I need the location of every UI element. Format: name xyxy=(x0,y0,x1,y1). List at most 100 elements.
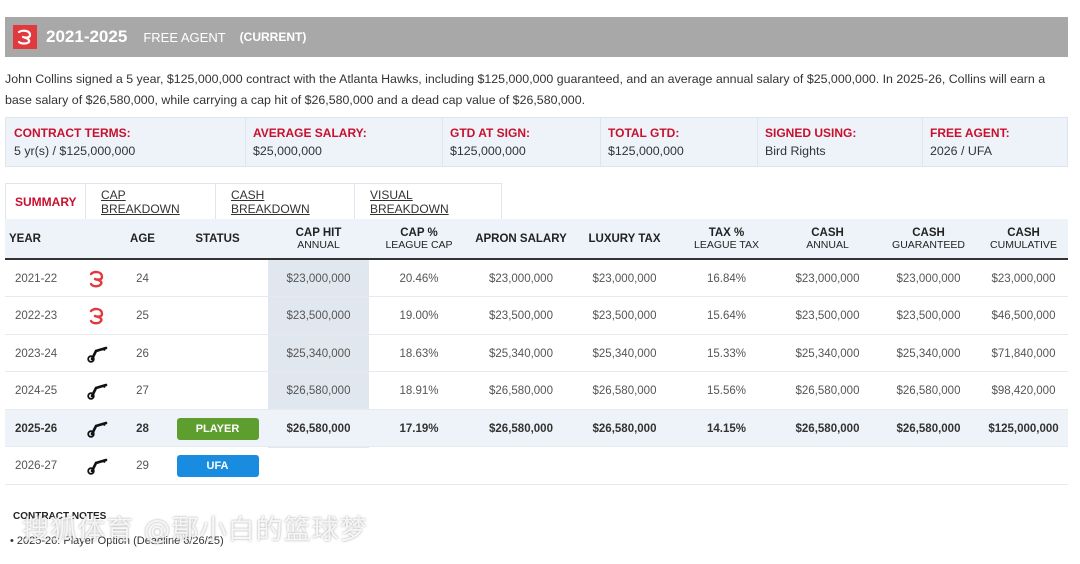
status-cell: UFA xyxy=(175,448,260,485)
tab-cash-breakdown[interactable]: CASH BREAKDOWN xyxy=(216,183,355,220)
column-header-label: APRON SALARY xyxy=(475,232,567,245)
lux-tax-cell: $23,000,000 xyxy=(592,272,657,285)
term-value: $25,000,000 xyxy=(253,144,322,158)
year-cell: 2021-22 xyxy=(15,272,58,285)
cash-gtd-cell: $25,340,000 xyxy=(896,347,961,360)
column-header: LUXURY TAX xyxy=(573,219,676,258)
term-label: AVERAGE SALARY: xyxy=(253,126,367,140)
cap-hit-cell: $26,580,000 xyxy=(286,422,351,435)
table-row: 2026-27 29 UFA xyxy=(5,448,1068,485)
column-header-label: CAP HIT xyxy=(295,226,342,239)
cap-hit-cell: $23,500,000 xyxy=(286,310,351,322)
jazz-icon xyxy=(87,383,108,400)
column-header-label: CAP % xyxy=(400,226,438,239)
year-cell: 2024-25 xyxy=(15,385,58,397)
cash-gtd-cell: $26,580,000 xyxy=(896,385,961,397)
hawks-icon xyxy=(77,298,117,335)
column-header-label: CASH xyxy=(811,226,844,239)
table-row: 2021-22 24 $23,000,000 20.46% $23,000,000 $23… xyxy=(5,260,1068,297)
apron-cell: $25,340,000 xyxy=(489,347,553,360)
age-cell: 27 xyxy=(136,385,149,397)
term-label: TOTAL GTD: xyxy=(608,126,680,140)
hawks-icon xyxy=(89,307,104,325)
table-header-row xyxy=(5,219,1068,260)
column-header-sublabel: ANNUAL xyxy=(806,238,849,251)
cash-cum-cell: $71,840,000 xyxy=(991,347,1056,360)
lux-tax-cell: $25,340,000 xyxy=(592,347,657,360)
tax-pct-cell: 15.56% xyxy=(706,385,746,397)
tax-pct-cell: 15.33% xyxy=(706,347,746,360)
watermark: 搜狐体育 @鄢小白的篮球梦 xyxy=(22,515,368,546)
column-header-label: LUXURY TAX xyxy=(588,232,661,245)
column-header: AGE xyxy=(115,219,170,258)
tax-pct-cell: 15.64% xyxy=(706,310,746,322)
column-header: CAP HIT ANNUAL xyxy=(268,219,369,258)
contract-terms-panel: CONTRACT TERMS: 5 yr(s) / $125,000,000 A… xyxy=(5,117,1068,167)
table-row: 2023-24 26 $25,340,000 18.63% $25,340,000 $25… xyxy=(5,335,1068,372)
lux-tax-cell xyxy=(573,448,676,485)
jazz-icon xyxy=(77,410,117,447)
term-value: 5 yr(s) / $125,000,000 xyxy=(14,144,136,158)
lux-tax-cell: $23,500,000 xyxy=(592,310,657,322)
column-header-sublabel: LEAGUE CAP xyxy=(385,238,453,251)
column-header: STATUS xyxy=(175,219,260,258)
jazz-icon xyxy=(87,458,108,475)
divider xyxy=(600,118,601,166)
column-header: TAX % LEAGUE TAX xyxy=(676,219,777,258)
term-label: CONTRACT TERMS: xyxy=(14,126,131,140)
age-cell: 24 xyxy=(136,272,149,285)
age-cell: 25 xyxy=(136,310,149,322)
jazz-icon xyxy=(77,373,117,410)
cash-gtd-cell: $23,000,000 xyxy=(896,272,961,285)
status-cell xyxy=(175,335,260,372)
hawks-icon xyxy=(77,260,117,297)
status-cell xyxy=(175,373,260,410)
cash-gtd-cell: $26,580,000 xyxy=(896,422,961,435)
apron-cell: $23,500,000 xyxy=(489,310,553,322)
tab-summary[interactable]: SUMMARY xyxy=(5,183,86,220)
jazz-icon xyxy=(77,448,117,485)
hawks-icon xyxy=(89,270,104,287)
column-header-label: CASH xyxy=(912,226,945,239)
term-gtd-at-sign: GTD AT SIGN: $125,000,000 xyxy=(450,126,530,158)
cash-gtd-cell xyxy=(878,448,979,485)
term-value: 2026 / UFA xyxy=(930,144,992,158)
divider xyxy=(922,118,923,166)
breakdown-tabs: SUMMARY CAP BREAKDOWN CASH BREAKDOWN VIS… xyxy=(5,183,502,220)
term-value: Bird Rights xyxy=(765,144,826,158)
contract-notes-item: • 2025-26: Player Option (Deadline 6/26/… xyxy=(10,535,224,547)
apron-cell: $23,000,000 xyxy=(489,272,553,285)
contract-notes-title: CONTRACT NOTES xyxy=(13,511,107,522)
cash-annual-cell: $26,580,000 xyxy=(795,422,860,435)
lux-tax-cell: $26,580,000 xyxy=(592,385,657,397)
divider xyxy=(442,118,443,166)
column-header-label: TAX % xyxy=(708,226,745,239)
jazz-icon xyxy=(87,346,108,363)
status-badge: PLAYER xyxy=(176,417,259,440)
cap-hit-cell: $23,000,000 xyxy=(286,272,351,285)
contract-header-bar: 2021-2025 FREE AGENT (CURRENT) xyxy=(5,17,1068,57)
tab-visual-breakdown[interactable]: VISUAL BREAKDOWN xyxy=(355,183,502,220)
notes-item-text: 2025-26: Player Option (Deadline 6/26/25… xyxy=(16,535,224,547)
divider xyxy=(757,118,758,166)
year-cell: 2026-27 xyxy=(15,460,58,472)
contract-description: John Collins signed a 5 year, $125,000,0… xyxy=(5,72,1046,107)
status-cell: PLAYER xyxy=(175,410,260,447)
cash-annual-cell: $23,000,000 xyxy=(795,272,860,285)
table-row: 2025-26 28 PLAYER $26,580,000 17.19% $26,580,… xyxy=(5,410,1068,447)
cash-annual-cell: $23,500,000 xyxy=(795,310,860,322)
term-contract: CONTRACT TERMS: 5 yr(s) / $125,000,000 xyxy=(14,126,135,158)
term-signed-using: SIGNED USING: Bird Rights xyxy=(765,126,856,158)
tax-pct-cell xyxy=(676,448,777,485)
cash-cum-cell xyxy=(979,448,1068,485)
jazz-icon xyxy=(77,335,117,372)
tab-cap-breakdown[interactable]: CAP BREAKDOWN xyxy=(86,183,216,220)
cap-hit-cell: $26,580,000 xyxy=(286,385,351,397)
term-free-agent: FREE AGENT: 2026 / UFA xyxy=(930,126,1010,158)
column-header-sublabel: GUARANTEED xyxy=(892,238,965,251)
term-total-gtd: TOTAL GTD: $125,000,000 xyxy=(608,126,684,158)
free-agent-label: FREE AGENT xyxy=(143,29,226,45)
cash-annual-cell: $25,340,000 xyxy=(795,347,860,360)
column-header: APRON SALARY xyxy=(469,219,573,258)
tax-pct-cell: 14.15% xyxy=(706,422,746,435)
